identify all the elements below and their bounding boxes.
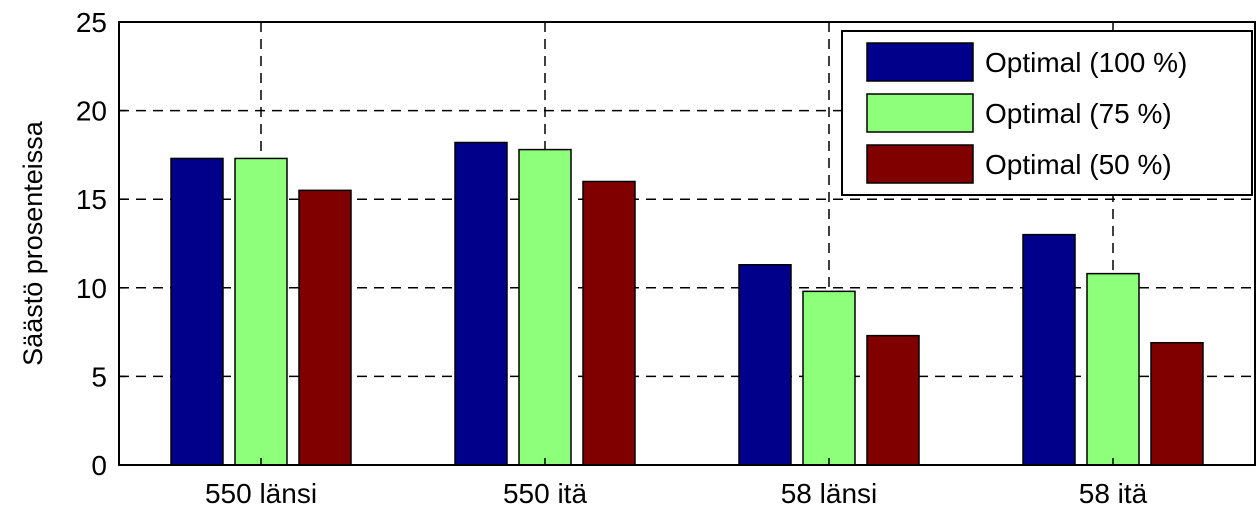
x-tick-label: 550 itä <box>503 478 587 507</box>
bar-1-3 <box>738 264 792 466</box>
bars-layer <box>170 141 1204 466</box>
legend: Optimal (100 %) Optimal (75 %) Optimal (50… <box>841 30 1253 196</box>
bar-1-1 <box>170 157 224 466</box>
y-tick-label: 10 <box>76 273 107 304</box>
bar-3-4 <box>1150 341 1204 466</box>
x-tick-label: 58 itä <box>1079 478 1148 507</box>
legend-label-1: Optimal (100 %) <box>985 47 1187 78</box>
y-tick-label: 5 <box>91 361 107 392</box>
y-tick-label: 25 <box>76 7 107 38</box>
x-tick-label: 550 länsi <box>205 478 317 507</box>
bar-2-2 <box>518 148 572 466</box>
legend-label-2: Optimal (75 %) <box>985 98 1172 129</box>
legend-label-3: Optimal (50 %) <box>985 149 1172 180</box>
y-tick-label: 15 <box>76 184 107 215</box>
y-tick-label: 0 <box>91 450 107 481</box>
y-tick-labels: 0 5 10 15 20 25 <box>76 7 126 481</box>
y-axis-label: Säästö prosenteissa <box>18 120 48 366</box>
y-tick-label: 20 <box>76 96 107 127</box>
bar-2-3 <box>802 290 856 466</box>
bar-3-1 <box>298 189 352 466</box>
x-tick-labels: 550 länsi 550 itä 58 länsi 58 itä <box>205 458 1148 507</box>
legend-swatch-3 <box>866 144 974 184</box>
legend-swatch-2 <box>866 93 974 133</box>
plot-area-frame <box>118 21 1256 466</box>
bar-2-4 <box>1086 272 1140 466</box>
bar-2-1 <box>234 157 288 466</box>
bar-1-2 <box>454 141 508 466</box>
bar-3-2 <box>582 180 636 466</box>
bar-1-4 <box>1022 233 1076 466</box>
bar-3-3 <box>866 334 920 466</box>
x-tick-label: 58 länsi <box>781 478 878 507</box>
legend-swatch-1 <box>866 42 974 82</box>
